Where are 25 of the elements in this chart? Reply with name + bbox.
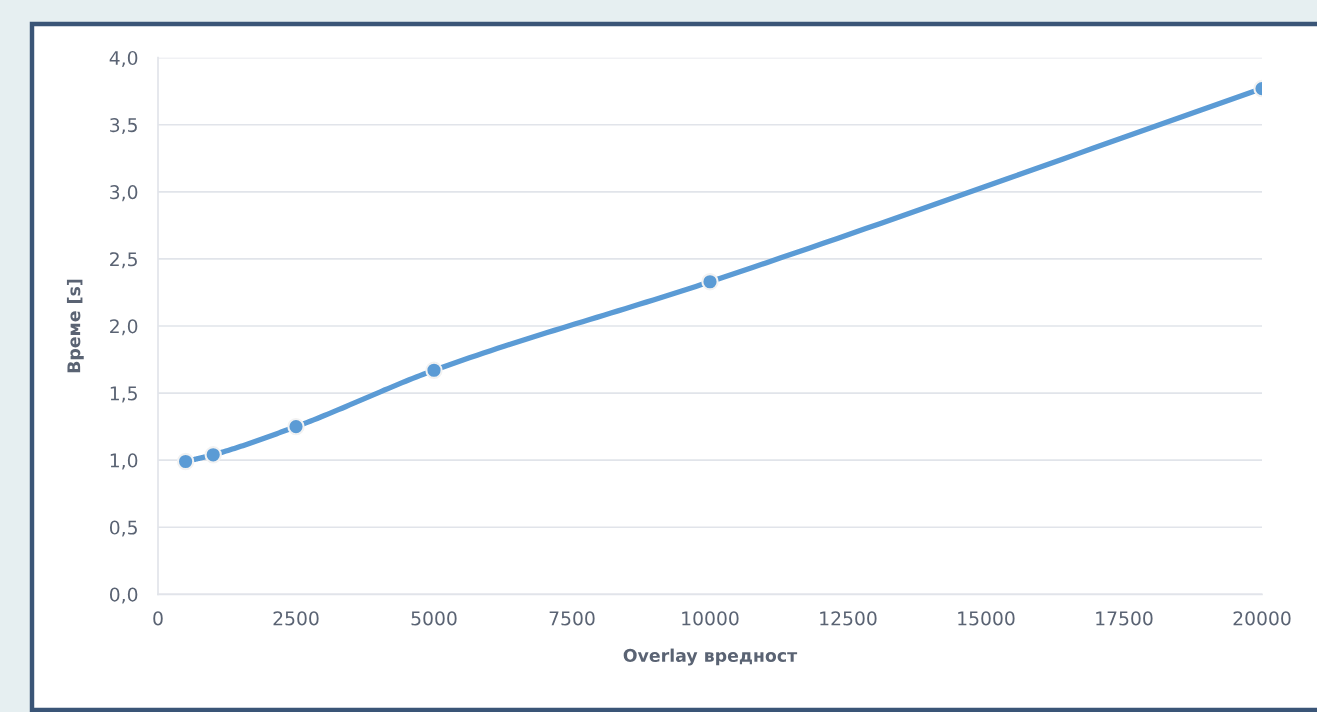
- x-tick-label: 20000: [1233, 611, 1291, 626]
- y-tick-label: 1,5: [110, 386, 137, 403]
- x-tick-label: 5000: [411, 611, 457, 626]
- point: [425, 361, 443, 379]
- x-axis-title: Overlay вредност: [623, 648, 798, 666]
- x-tick-label: 2500: [273, 611, 319, 626]
- x-tick-label: 0: [153, 611, 163, 626]
- y-tick-label: 0,5: [109, 520, 137, 537]
- y-tick-label: 4,0: [109, 50, 138, 67]
- y-axis-title: Време [s]: [66, 279, 84, 373]
- x-tick-label: 7500: [549, 611, 595, 626]
- x-tick-label: 10000: [682, 611, 739, 626]
- y-tick-label: 0,0: [109, 587, 138, 604]
- x-tick-label: 12500: [820, 611, 877, 626]
- y-tick-label: 1,0: [110, 453, 138, 470]
- y-tick-label: 2,0: [110, 319, 138, 336]
- y-tick-label: 2,5: [110, 252, 137, 269]
- point: [204, 446, 222, 464]
- y-tick-label: 3,0: [110, 185, 138, 202]
- point: [701, 273, 719, 291]
- y-tick-label: 3,5: [110, 117, 137, 135]
- point: [176, 452, 195, 471]
- point: [287, 417, 305, 436]
- x-tick-label: 15000: [958, 611, 1015, 626]
- x-tick-label: 17500: [1096, 611, 1153, 626]
